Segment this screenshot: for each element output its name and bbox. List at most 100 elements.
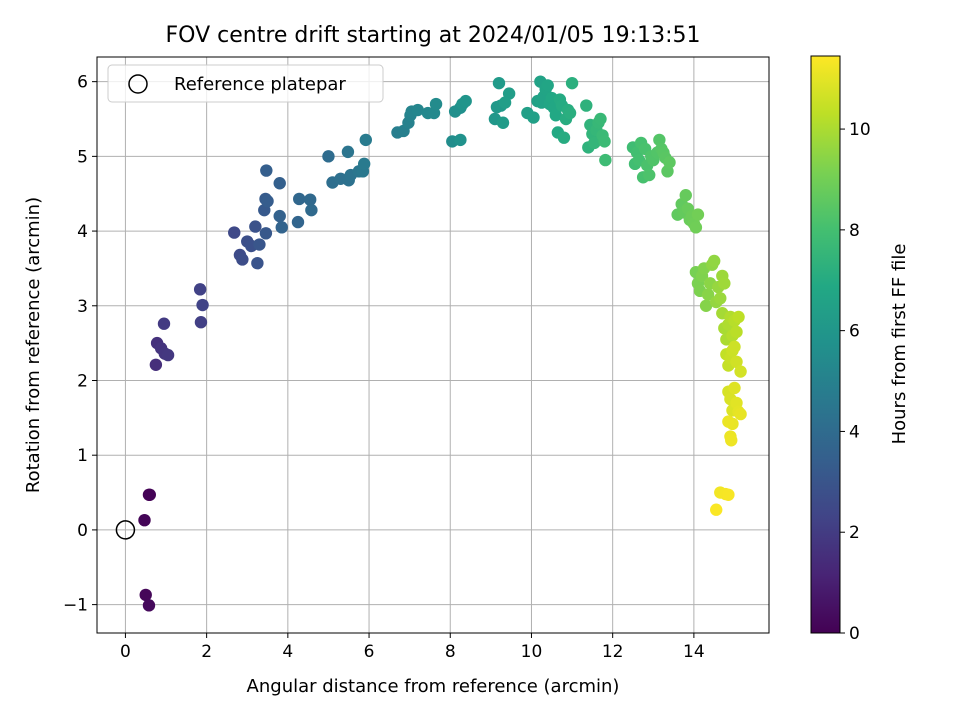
data-point <box>691 208 705 221</box>
legend: Reference platepar <box>107 64 384 103</box>
colorbar-gradient <box>810 55 841 634</box>
data-point <box>527 111 540 124</box>
colorbar-tick-label: 10 <box>849 120 871 140</box>
data-point <box>357 157 371 171</box>
data-point <box>598 135 611 148</box>
y-axis-ticks: −1 0 1 2 3 4 5 6 <box>63 73 97 616</box>
data-point <box>722 488 735 501</box>
data-point <box>236 253 249 266</box>
x-tick-label: 6 <box>364 642 375 662</box>
data-point <box>563 106 577 120</box>
colorbar-tick-label: 0 <box>849 624 860 644</box>
data-points <box>115 75 747 612</box>
data-point <box>498 96 512 109</box>
data-point <box>588 136 601 150</box>
y-tick-label: 0 <box>77 521 88 541</box>
legend-box <box>107 64 384 103</box>
x-tick-label: 14 <box>683 642 705 662</box>
data-point <box>714 292 727 305</box>
data-point <box>273 209 286 223</box>
legend-entry-reference: Reference platepar <box>174 74 346 95</box>
data-point <box>251 256 264 270</box>
data-point <box>701 288 715 301</box>
data-point <box>580 99 593 112</box>
data-point <box>734 407 747 421</box>
data-point <box>303 193 317 206</box>
colorbar-tick-label: 6 <box>849 322 860 342</box>
colorbar: 0 2 4 6 8 10 Hours from first FF file <box>810 55 910 644</box>
colorbar-tick-label: 8 <box>849 221 860 241</box>
data-point <box>260 164 273 177</box>
data-point <box>194 316 208 329</box>
y-axis-label: Rotation from reference (arcmin) <box>23 197 44 493</box>
chart-title: FOV centre drift starting at 2024/01/05 … <box>166 23 701 48</box>
data-point <box>253 238 266 251</box>
data-point <box>725 434 738 447</box>
data-point <box>193 283 207 296</box>
x-axis-ticks: 0 2 4 6 8 10 12 14 <box>120 633 705 662</box>
data-point <box>728 340 741 354</box>
data-point <box>459 94 472 108</box>
y-tick-label: 2 <box>77 371 88 391</box>
colorbar-label: Hours from first FF file <box>889 244 910 445</box>
data-point <box>261 194 274 208</box>
x-axis-label: Angular distance from reference (arcmin) <box>247 676 620 697</box>
y-tick-label: 1 <box>77 446 88 466</box>
data-point <box>663 156 676 169</box>
x-tick-label: 12 <box>602 642 624 662</box>
data-point <box>322 150 335 163</box>
x-tick-label: 0 <box>120 642 131 662</box>
colorbar-tick-label: 2 <box>849 523 860 543</box>
data-point <box>557 131 571 144</box>
x-tick-label: 4 <box>282 642 293 662</box>
data-point <box>293 192 306 206</box>
data-point <box>157 317 171 330</box>
data-point <box>273 177 286 190</box>
data-point <box>718 277 731 290</box>
data-point <box>161 348 175 362</box>
y-tick-label: −1 <box>63 596 88 616</box>
legend-marker-reference <box>128 74 148 94</box>
data-point <box>492 76 506 90</box>
data-point <box>275 221 288 234</box>
x-tick-label: 8 <box>445 642 456 662</box>
data-point <box>454 133 467 147</box>
data-point <box>259 227 273 240</box>
data-point <box>710 503 723 516</box>
x-tick-label: 10 <box>521 642 543 662</box>
colorbar-tick-label: 4 <box>849 422 860 442</box>
data-point <box>734 365 747 378</box>
data-point <box>732 310 745 324</box>
y-tick-label: 4 <box>77 222 88 242</box>
data-point <box>138 513 151 527</box>
data-point <box>429 97 443 111</box>
data-point <box>599 153 612 167</box>
data-point <box>679 189 692 202</box>
colorbar-ticks: 0 2 4 6 8 10 <box>840 120 871 644</box>
data-point <box>728 381 741 395</box>
data-point <box>643 168 656 182</box>
data-point <box>149 358 163 371</box>
data-point <box>228 226 241 239</box>
data-point <box>143 488 156 501</box>
y-tick-label: 3 <box>77 297 88 317</box>
data-point <box>699 299 713 312</box>
data-point <box>541 79 554 92</box>
plot-area-frame <box>96 56 770 634</box>
data-point <box>291 215 305 229</box>
data-point <box>142 599 156 612</box>
data-point <box>411 103 424 117</box>
data-point <box>565 76 579 90</box>
y-tick-label: 6 <box>77 73 88 93</box>
data-point <box>139 588 152 602</box>
data-point <box>549 109 563 122</box>
x-tick-label: 2 <box>201 642 212 662</box>
data-point <box>722 415 735 428</box>
data-point <box>496 116 510 129</box>
data-point <box>689 221 703 234</box>
data-point <box>305 203 318 217</box>
data-point <box>707 254 721 268</box>
data-point <box>196 298 209 312</box>
grid-lines <box>97 57 769 633</box>
